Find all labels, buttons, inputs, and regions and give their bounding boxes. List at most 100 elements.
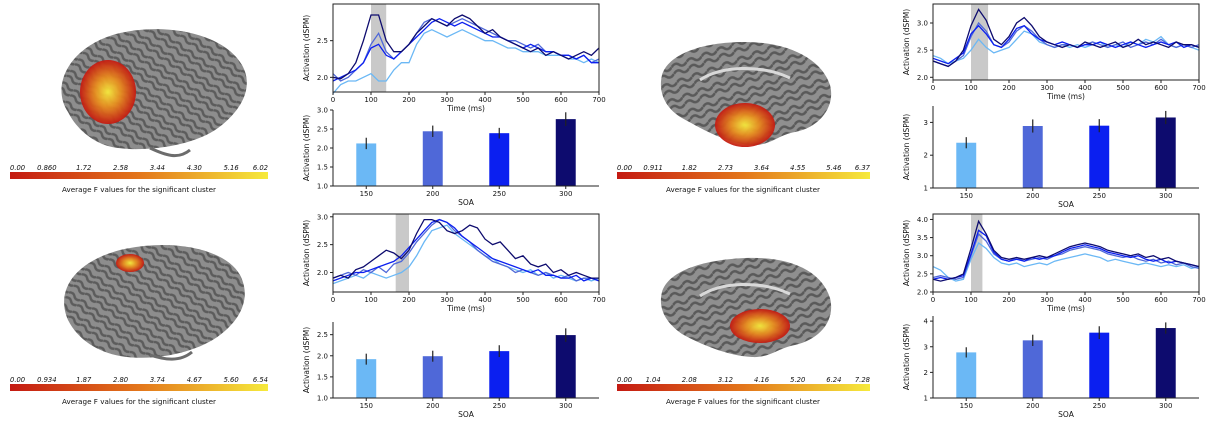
bar-soa-150	[356, 143, 377, 186]
x-axis-label: SOA	[458, 198, 475, 207]
y-axis-label: Activation (dSPM)	[302, 327, 311, 393]
x-tick-label: 500	[516, 96, 529, 104]
bar-soa-200	[1022, 340, 1043, 398]
x-tick-label: 700	[1192, 296, 1205, 304]
colorbar-label: Average F values for the significant clu…	[666, 185, 820, 194]
x-tick-label: 200	[426, 402, 439, 410]
x-tick-label: 200	[1002, 84, 1015, 92]
y-tick-label: 1.5	[317, 164, 328, 172]
x-tick-label: 0	[931, 296, 935, 304]
x-tick-label: 100	[364, 296, 377, 304]
shaded-time-window	[971, 214, 983, 292]
y-axis-label: Activation (dSPM)	[902, 220, 911, 286]
x-tick-label: 150	[360, 402, 373, 410]
colorbar-tick-label: 4.30	[187, 164, 202, 172]
series-line-soa-300	[932, 219, 1200, 282]
bar-soa-200	[422, 131, 443, 186]
colorbar-tick-label: 5.20	[790, 376, 805, 384]
x-tick-label: 700	[592, 96, 605, 104]
y-tick-label: 2.0	[917, 74, 928, 82]
series-line-soa-150	[932, 242, 1200, 282]
series-line-soa-300	[332, 14, 600, 80]
plot-frame	[332, 213, 600, 293]
x-axis-label: SOA	[1058, 200, 1075, 209]
colorbar-tick-label: 4.16	[754, 376, 770, 384]
colorbar-tick-label: 3.12	[718, 376, 733, 384]
y-axis-label: Activation (dSPM)	[902, 114, 911, 180]
bar-soa-200	[422, 356, 443, 398]
colorbar-label: Average F values for the significant clu…	[666, 397, 820, 406]
y-tick-label: 2.0	[317, 269, 328, 277]
colorbar-tick-label: 0.00	[617, 164, 632, 172]
x-tick-label: 100	[964, 296, 977, 304]
bar-chart-bottom-left: Activation (dSPM) SOA 1.0 1.5 2.0 2.5 150 200 25…	[302, 322, 599, 419]
series-line-soa-250	[932, 24, 1200, 65]
x-tick-label: 100	[964, 84, 977, 92]
y-tick-label: 2.5	[317, 241, 328, 249]
x-tick-label: 200	[426, 190, 439, 198]
y-tick-label: 2.5	[917, 270, 928, 278]
x-tick-label: 300	[1040, 296, 1053, 304]
bar-soa-250	[489, 351, 510, 398]
line-chart-bottom-left: Activation (dSPM) Time (ms) 2.0 2.5 3.0 0 100 2…	[302, 213, 606, 313]
y-tick-label: 1.0	[317, 395, 328, 403]
y-tick-label: 2.0	[317, 145, 328, 153]
bar-soa-150	[356, 359, 377, 398]
colorbar-bottom-right: Average F values for the significant clu…	[617, 376, 871, 406]
series-line-soa-200	[932, 232, 1200, 280]
line-chart-bottom-right: Activation (dSPM) Time (ms) 2.0 2.5 3.0 3.5 4.…	[902, 213, 1206, 313]
series-line-soa-250	[332, 218, 600, 282]
colorbar-top-left: Average F values for the significant clu…	[10, 164, 268, 194]
colorbar-tick-label: 0.860	[37, 164, 56, 172]
x-tick-label: 200	[1026, 402, 1039, 410]
y-tick-label: 2.0	[317, 352, 328, 360]
colorbar-tick-label: 5.60	[224, 376, 239, 384]
y-tick-label: 1.0	[317, 183, 328, 191]
y-axis-label: Activation (dSPM)	[302, 15, 311, 81]
colorbar-label: Average F values for the significant clu…	[62, 397, 216, 406]
colorbar-tick-label: 4.67	[187, 376, 203, 384]
y-tick-label: 4.0	[917, 216, 928, 224]
shaded-time-window	[971, 4, 989, 80]
colorbar-tick-label: 3.74	[150, 376, 165, 384]
colorbar-tick-label: 3.44	[150, 164, 165, 172]
brain-lateral-top-left	[61, 29, 247, 158]
y-axis-label: Activation (dSPM)	[902, 324, 911, 390]
colorbar-tick-label: 1.04	[646, 376, 661, 384]
plot-frame	[932, 213, 1200, 293]
y-tick-label: 2.5	[317, 331, 328, 339]
x-axis-label: Time (ms)	[446, 104, 485, 113]
x-tick-label: 100	[364, 96, 377, 104]
x-axis-label: Time (ms)	[1046, 92, 1085, 101]
bar-soa-250	[1089, 332, 1110, 398]
series-line-soa-250	[932, 229, 1200, 280]
y-tick-label: 2.5	[317, 126, 328, 134]
colorbar-tick-label: 2.80	[113, 376, 128, 384]
colorbar-bottom-left: Average F values for the significant clu…	[10, 376, 268, 406]
brain-lateral-bottom-left	[64, 244, 245, 361]
x-axis-label: SOA	[458, 410, 475, 419]
bar-soa-150	[956, 352, 977, 398]
y-tick-label: 3	[924, 119, 928, 127]
x-tick-label: 200	[1026, 192, 1039, 200]
x-tick-label: 300	[559, 402, 572, 410]
colorbar-tick-label: 4.55	[790, 164, 805, 172]
colorbar-gradient	[617, 384, 870, 391]
brain-medial-top-right	[660, 42, 832, 147]
colorbar-tick-label: 0.00	[10, 164, 25, 172]
colorbar-gradient	[617, 172, 870, 179]
bar-chart-top-right: Activation (dSPM) SOA 1 2 3 150 200 250 300	[902, 106, 1199, 209]
x-tick-label: 250	[493, 190, 506, 198]
y-axis-label: Activation (dSPM)	[902, 9, 911, 75]
activation-cluster	[730, 309, 790, 343]
colorbar-tick-label: 5.16	[224, 164, 240, 172]
bar-soa-250	[489, 133, 510, 186]
x-tick-label: 500	[516, 296, 529, 304]
colorbar-tick-label: 5.46	[826, 164, 842, 172]
bar-soa-300	[555, 335, 576, 398]
y-tick-label: 2.5	[317, 37, 328, 45]
x-axis-label: Time (ms)	[1046, 304, 1085, 313]
colorbar-label: Average F values for the significant clu…	[62, 185, 216, 194]
y-tick-label: 2.5	[917, 47, 928, 55]
x-tick-label: 0	[331, 296, 335, 304]
